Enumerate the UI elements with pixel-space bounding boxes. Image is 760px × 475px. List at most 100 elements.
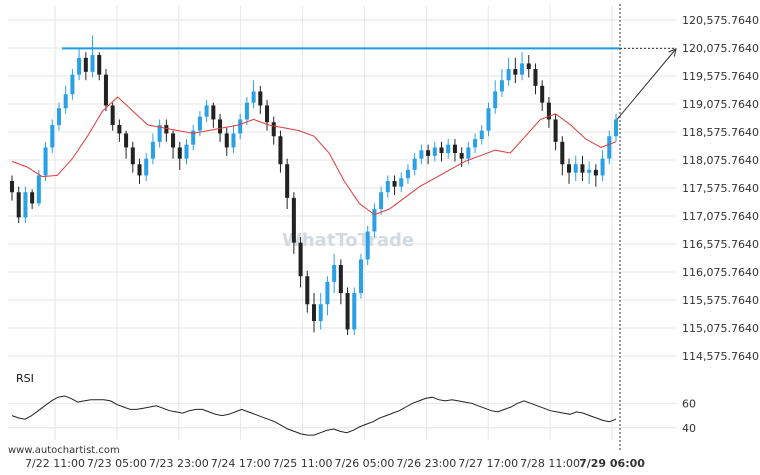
candle-body (103, 74, 108, 106)
candle (345, 287, 350, 336)
candle (432, 141, 437, 162)
candle (613, 113, 619, 142)
candle (513, 57, 518, 84)
candle-body (124, 133, 129, 148)
candle (204, 99, 209, 123)
candle (117, 119, 122, 142)
candle (278, 130, 283, 173)
candle (130, 141, 135, 173)
candle (83, 52, 88, 81)
price-tick-label: 117,575.7640 (682, 182, 759, 195)
candle-body (526, 63, 531, 70)
candle (70, 69, 75, 100)
candle (479, 125, 484, 145)
candle-body (325, 281, 330, 305)
candle (16, 186, 21, 224)
price-tick-label: 114,575.7640 (682, 350, 759, 363)
candle (332, 253, 337, 294)
candle-body (573, 164, 578, 173)
candle-body (50, 125, 55, 148)
candle (412, 153, 417, 176)
candle (352, 287, 357, 336)
candle (553, 113, 558, 151)
candle (164, 119, 169, 142)
time-tick-label: 7/27 17:00 (458, 457, 518, 470)
candle (110, 102, 115, 131)
candle (493, 80, 498, 114)
candle (124, 130, 129, 159)
time-tick-label: 7/28 11:00 (520, 457, 580, 470)
price-tick-label: 119,075.7640 (682, 98, 759, 111)
candle-body (379, 192, 384, 210)
candle-body (520, 63, 525, 75)
candle-body (432, 147, 437, 156)
time-tick-label: 7/22 11:00 (25, 457, 85, 470)
candle-body (587, 169, 592, 173)
candle (305, 270, 310, 313)
candle (103, 69, 108, 112)
candle-body (546, 102, 551, 120)
candle-body (218, 119, 223, 134)
candle-body (130, 147, 135, 165)
candle-body (459, 153, 464, 159)
price-panel: WhatToTrade (9, 4, 677, 450)
candle (506, 57, 511, 86)
time-tick-label: 7/24 17:00 (211, 457, 271, 470)
rsi-line (11, 395, 617, 436)
candle (137, 158, 142, 184)
candle (184, 139, 189, 165)
candle-body (372, 209, 377, 232)
candle-body (493, 91, 498, 109)
price-tick-label: 119,575.7640 (682, 70, 759, 83)
candle (546, 97, 551, 128)
candle-body (9, 181, 15, 193)
candle (379, 186, 384, 215)
candle (533, 63, 538, 95)
candle-body (305, 276, 310, 305)
price-tick-label: 118,575.7640 (682, 126, 759, 139)
candle (526, 55, 531, 78)
rsi-tick-label: 60 (682, 397, 696, 410)
candle-body (251, 91, 256, 103)
candle (77, 49, 82, 81)
candle-body (593, 169, 598, 176)
candle (231, 125, 236, 154)
price-tick-label: 120,075.7640 (682, 42, 759, 55)
candle-body (419, 150, 424, 159)
candle-body (211, 105, 216, 120)
candle (365, 225, 370, 266)
candle-body (271, 122, 276, 137)
candle-body (30, 192, 35, 204)
price-axis: 120,575.7640 120,075.7640 119,575.7640 119,… (682, 14, 759, 363)
candle-body (177, 147, 182, 159)
candle (56, 102, 61, 131)
candle (385, 175, 390, 198)
candle (90, 35, 95, 78)
candle-body (399, 178, 404, 187)
candle-body (90, 55, 95, 72)
candle-body (56, 108, 61, 126)
candle-body (560, 141, 565, 165)
rsi-tick-label: 40 (682, 422, 696, 435)
candle-body (184, 144, 189, 159)
candle-body (238, 119, 243, 134)
candle (177, 141, 182, 170)
candle-body (83, 57, 88, 72)
price-tick-label: 117,075.7640 (682, 210, 759, 223)
candle-body (16, 192, 21, 218)
time-axis: 7/22 11:00 7/23 05:00 7/23 23:00 7/24 17:00… (25, 457, 645, 470)
candle-body (426, 150, 431, 156)
candle (358, 253, 363, 299)
candle (224, 127, 229, 156)
candle (520, 52, 525, 81)
candle (211, 102, 216, 128)
candle (258, 85, 263, 114)
candle (144, 153, 149, 182)
projection-arrowhead-icon (668, 48, 677, 57)
candle-body (567, 164, 572, 173)
candle-body (157, 125, 162, 142)
candle (372, 203, 377, 238)
candle (392, 175, 397, 196)
candle-body (439, 147, 444, 154)
